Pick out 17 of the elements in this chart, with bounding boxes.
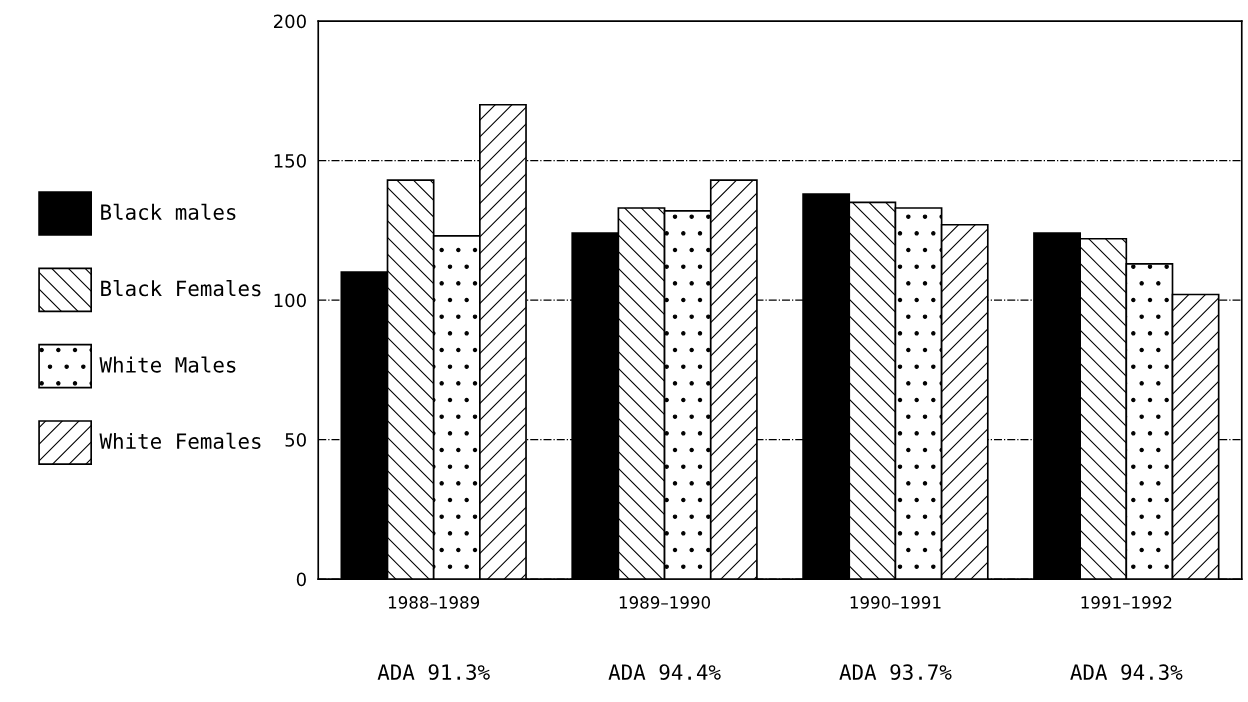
text: ADA 93.7% (839, 664, 952, 681)
y-tick-label: 0 (296, 572, 306, 587)
x-tick-label: 1991–1992 (1081, 596, 1172, 609)
x-tick-label: 1990–1991 (850, 596, 941, 609)
legend-label: Black males (101, 203, 236, 220)
y-tick-label: 200 (273, 14, 306, 29)
y-tick-label: 50 (285, 433, 306, 447)
text: ADA 91.3% (377, 664, 490, 681)
x-tick-label: 1989–1990 (619, 596, 711, 609)
legend-label: Black Females (101, 280, 261, 297)
x-tick-label: 1988–1989 (388, 596, 480, 609)
text: ADA 94.3% (1070, 664, 1183, 681)
text: ADA 94.4% (608, 664, 721, 681)
legend-label: White Females (99, 432, 261, 450)
legend-label: White Males (99, 356, 236, 373)
y-tick-label: 150 (274, 154, 306, 168)
y-tick-label: 100 (274, 293, 306, 308)
